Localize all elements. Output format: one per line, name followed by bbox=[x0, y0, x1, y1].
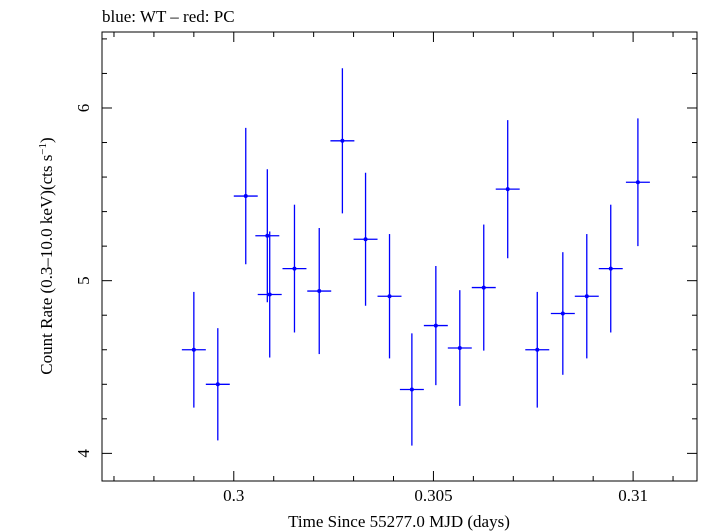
y-tick-label: 5 bbox=[74, 276, 93, 285]
data-marker bbox=[505, 187, 510, 192]
data-marker bbox=[409, 387, 414, 392]
data-point bbox=[377, 234, 402, 359]
data-marker bbox=[635, 180, 640, 185]
x-axis-ticks bbox=[113, 32, 674, 481]
data-point bbox=[330, 68, 355, 214]
data-point bbox=[574, 234, 599, 359]
data-point bbox=[282, 204, 307, 333]
data-marker bbox=[191, 347, 196, 352]
data-point bbox=[495, 120, 520, 259]
data-marker bbox=[560, 311, 565, 316]
chart-title: blue: WT – red: PC bbox=[102, 7, 235, 26]
data-point bbox=[399, 333, 424, 446]
data-marker bbox=[267, 292, 272, 297]
y-axis-ticks bbox=[102, 38, 697, 454]
data-point bbox=[525, 291, 550, 408]
data-marker bbox=[292, 266, 297, 271]
data-series-points bbox=[181, 68, 650, 446]
data-point bbox=[550, 252, 575, 375]
y-axis-label-superscript: −1 bbox=[37, 143, 49, 155]
data-marker bbox=[317, 289, 322, 294]
data-marker bbox=[243, 194, 248, 199]
data-point bbox=[353, 172, 378, 306]
x-axis-label: Time Since 55277.0 MJD (days) bbox=[288, 512, 510, 531]
data-marker bbox=[457, 346, 462, 351]
data-marker bbox=[433, 323, 438, 328]
y-axis-label: Count Rate (0.3–10.0 keV)(cts s−1) bbox=[37, 137, 56, 374]
x-tick-label: 0.3 bbox=[223, 486, 244, 505]
data-marker bbox=[265, 233, 270, 238]
data-point bbox=[257, 231, 282, 358]
data-point bbox=[205, 328, 230, 441]
data-point bbox=[447, 290, 472, 406]
y-tick-label: 4 bbox=[74, 449, 93, 458]
x-tick-label: 0.31 bbox=[618, 486, 648, 505]
y-axis-label-close: ) bbox=[37, 137, 56, 143]
data-marker bbox=[584, 294, 589, 299]
data-marker bbox=[363, 237, 368, 242]
data-marker bbox=[387, 294, 392, 299]
data-point bbox=[471, 224, 496, 351]
data-point bbox=[233, 127, 258, 265]
data-marker bbox=[340, 138, 345, 143]
y-tick-label: 6 bbox=[74, 104, 93, 113]
y-axis-label-main: Count Rate (0.3–10.0 keV)(cts s bbox=[37, 155, 56, 375]
data-marker bbox=[481, 285, 486, 290]
data-point bbox=[307, 228, 332, 355]
data-marker bbox=[535, 347, 540, 352]
x-tick-label: 0.305 bbox=[414, 486, 452, 505]
y-axis-tick-labels: 4 5 6 bbox=[74, 104, 93, 458]
data-marker bbox=[215, 382, 220, 387]
data-point bbox=[181, 291, 206, 408]
data-marker bbox=[608, 266, 613, 271]
plot-frame bbox=[101, 31, 698, 482]
data-point bbox=[423, 265, 448, 386]
data-point bbox=[598, 204, 623, 333]
data-point bbox=[255, 169, 280, 303]
data-point bbox=[625, 118, 650, 247]
x-axis-tick-labels: 0.3 0.305 0.31 bbox=[223, 486, 648, 505]
